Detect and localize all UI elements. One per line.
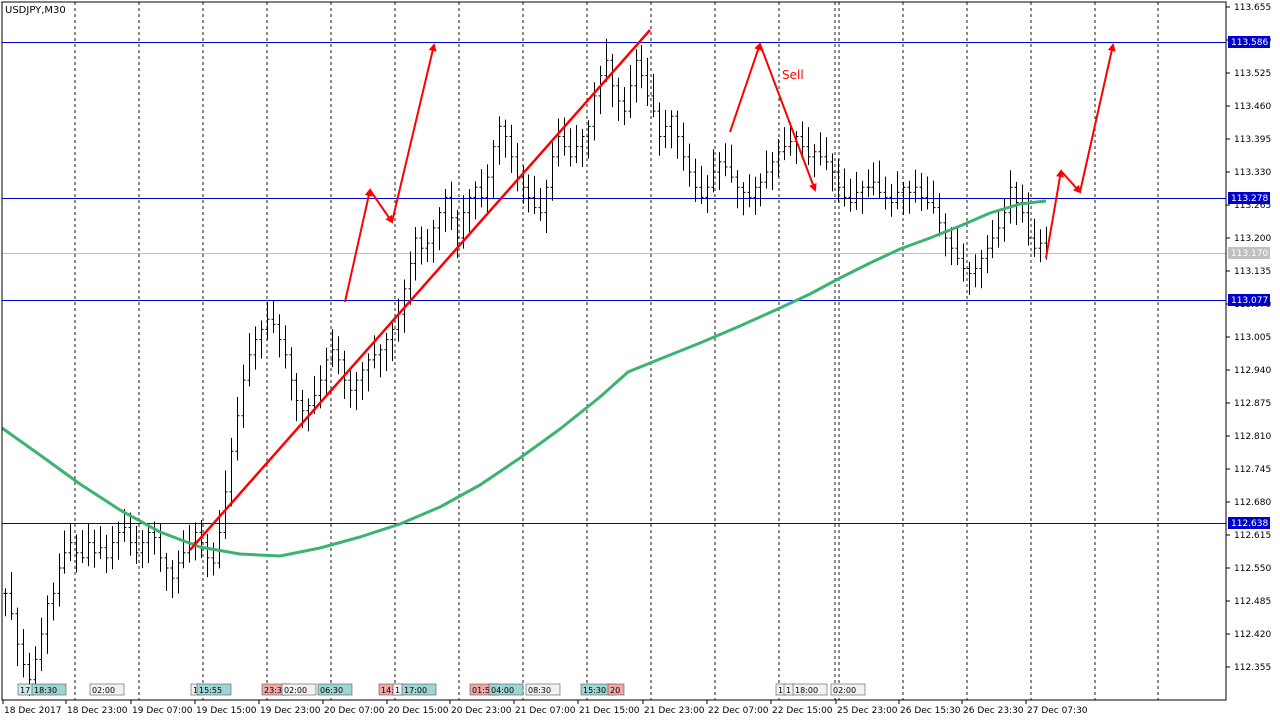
level-label-2-bg xyxy=(1228,294,1270,306)
ohlc-bars xyxy=(3,38,1049,696)
time-markers: 17 18:30 02:00 1 15:55 23:3 02:00 06:30 14: 1 17:0… xyxy=(17,683,866,696)
y-tick-label: 113.200 xyxy=(1234,234,1271,244)
time-marker: 18:00 xyxy=(795,686,818,695)
x-tick-label: 18 Dec 23:00 xyxy=(67,706,128,716)
x-tick-label: 21 Dec 07:00 xyxy=(515,706,576,716)
x-tick-label: 19 Dec 23:00 xyxy=(260,706,321,716)
y-tick-label: 112.355 xyxy=(1234,663,1271,673)
time-marker: 01:5 xyxy=(472,686,490,695)
vertical-grid xyxy=(74,2,1159,700)
level-label-1-bg xyxy=(1228,192,1270,204)
time-marker-bg xyxy=(401,683,437,696)
horizontal-levels[interactable] xyxy=(2,42,1226,524)
time-marker: 02:00 xyxy=(284,686,307,695)
y-tick-label: 113.330 xyxy=(1234,168,1271,178)
y-tick-label: 113.265 xyxy=(1234,201,1271,211)
time-marker-bg xyxy=(89,683,125,696)
arrow-segment-3 xyxy=(729,42,762,133)
y-tick-label: 112.810 xyxy=(1234,432,1271,442)
arrow-segment-4 xyxy=(759,43,817,192)
time-marker: 23:3 xyxy=(264,686,282,695)
x-tick-label: 26 Dec 23:30 xyxy=(963,706,1024,716)
time-marker-bg xyxy=(196,683,232,696)
time-marker: 20 xyxy=(610,686,620,695)
arrow-segment-1 xyxy=(369,189,394,224)
trend-line xyxy=(189,29,651,551)
time-marker: 1 xyxy=(395,686,400,695)
sell-annotation: Sell xyxy=(782,68,804,82)
time-marker: 04:00 xyxy=(491,686,514,695)
x-tick-label: 20 Dec 15:00 xyxy=(388,706,449,716)
x-tick-label: 19 Dec 15:00 xyxy=(196,706,257,716)
y-tick-label: 113.395 xyxy=(1234,135,1271,145)
arrow-segment-5 xyxy=(1045,169,1064,259)
time-marker: 15:30 xyxy=(583,686,606,695)
time-marker-bg xyxy=(317,683,353,696)
y-tick-label: 112.745 xyxy=(1234,465,1271,475)
x-tick-label: 22 Dec 15:00 xyxy=(772,706,833,716)
arrow-segment-7 xyxy=(1079,43,1116,193)
time-marker: 17 xyxy=(20,686,30,695)
arrow-segment-0 xyxy=(344,188,373,303)
time-marker-bg xyxy=(830,683,866,696)
time-marker: 1 xyxy=(778,686,783,695)
y-tick-label: 112.875 xyxy=(1234,399,1271,409)
y-tick-label: 112.550 xyxy=(1234,564,1271,574)
time-marker: 1 xyxy=(786,686,791,695)
x-tick-label: 20 Dec 23:00 xyxy=(451,706,512,716)
x-tick-label: 27 Dec 07:30 xyxy=(1027,706,1088,716)
time-marker: 06:30 xyxy=(320,686,343,695)
moving-average-path xyxy=(1,199,1047,558)
time-marker: 02:00 xyxy=(92,686,115,695)
y-tick-label: 112.615 xyxy=(1234,531,1271,541)
time-axis: 18 Dec 2017 18 Dec 23:00 19 Dec 07:00 19 De… xyxy=(2,700,1088,716)
y-tick-label: 113.655 xyxy=(1234,3,1271,13)
y-tick-label: 112.940 xyxy=(1234,366,1271,376)
y-tick-label: 112.420 xyxy=(1234,630,1271,640)
arrow-segment-6 xyxy=(1060,170,1082,194)
arrow-segment-2 xyxy=(391,43,437,223)
x-tick-label: 21 Dec 23:00 xyxy=(644,706,705,716)
x-tick-label: 21 Dec 15:00 xyxy=(579,706,640,716)
y-tick-label: 113.525 xyxy=(1234,69,1271,79)
x-tick-label: 18 Dec 2017 xyxy=(4,706,62,716)
time-marker-bg xyxy=(281,683,317,696)
x-tick-label: 22 Dec 07:00 xyxy=(708,706,769,716)
time-marker: 1 xyxy=(193,686,198,695)
time-marker: 14: xyxy=(381,686,394,695)
x-tick-label: 19 Dec 07:00 xyxy=(132,706,193,716)
level-label-2: 113.077 xyxy=(1231,296,1268,306)
level-label-0-bg xyxy=(1228,36,1270,48)
time-marker: 18:30 xyxy=(34,686,57,695)
time-marker-bg xyxy=(792,683,828,696)
x-tick-label: 25 Dec 23:00 xyxy=(837,706,898,716)
level-label-3: 112.638 xyxy=(1231,519,1268,529)
chart-title: USDJPY,M30 xyxy=(5,5,66,16)
x-tick-label: 26 Dec 15:30 xyxy=(900,706,961,716)
level-label-3-bg xyxy=(1228,517,1270,529)
time-marker: 02:00 xyxy=(833,686,856,695)
time-marker: 15:55 xyxy=(199,686,222,695)
moving-average-line xyxy=(1,199,1047,558)
time-marker: 17:00 xyxy=(404,686,427,695)
time-marker-bg xyxy=(488,683,524,696)
current-price-label-bg xyxy=(1228,247,1270,259)
drawn-arrows[interactable]: Sell xyxy=(189,29,1116,551)
x-tick-label: 20 Dec 07:00 xyxy=(324,706,385,716)
plot-frame xyxy=(1,1,1227,701)
current-price-label: 113.170 xyxy=(1231,249,1268,259)
level-label-1: 113.278 xyxy=(1231,194,1268,204)
time-marker-bg xyxy=(31,683,67,696)
level-label-0: 113.586 xyxy=(1231,38,1268,48)
time-marker: 08:30 xyxy=(528,686,551,695)
y-tick-label: 113.005 xyxy=(1234,333,1271,343)
y-tick-label: 113.135 xyxy=(1234,267,1271,277)
price-axis: 113.655113.590113.525113.460113.395113.3… xyxy=(1226,3,1271,673)
y-tick-label: 112.485 xyxy=(1234,597,1271,607)
time-marker-bg xyxy=(607,683,625,696)
y-tick-label: 113.460 xyxy=(1234,102,1271,112)
y-tick-label: 112.680 xyxy=(1234,498,1271,508)
time-marker-bg xyxy=(525,683,561,696)
